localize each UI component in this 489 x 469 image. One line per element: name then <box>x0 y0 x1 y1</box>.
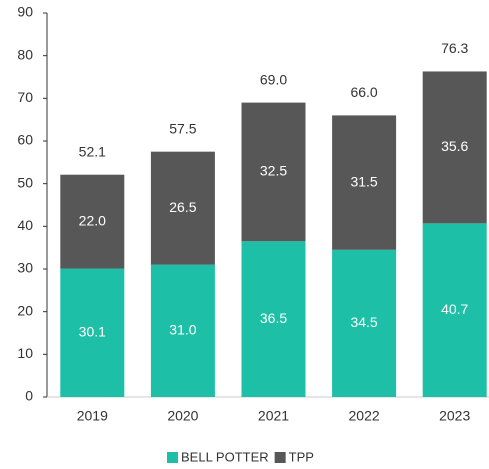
total-label: 66.0 <box>350 84 377 100</box>
y-tick-label: 20 <box>17 302 33 318</box>
legend-swatch <box>167 452 178 463</box>
bar-segment <box>150 151 215 265</box>
legend-label: TPP <box>289 449 314 464</box>
x-tick-label: 2020 <box>167 408 198 424</box>
total-label: 52.1 <box>79 143 106 159</box>
bar-segment <box>150 264 215 397</box>
bar-segment <box>332 115 397 250</box>
total-label: 76.3 <box>441 40 468 56</box>
bar-segment <box>241 241 306 397</box>
value-label: 22.0 <box>79 212 106 228</box>
y-tick-label: 90 <box>17 4 33 20</box>
bar-segment <box>241 102 306 242</box>
value-label: 30.1 <box>79 323 106 339</box>
legend-label: BELL POTTER <box>181 449 269 464</box>
total-label: 57.5 <box>169 120 196 136</box>
value-label: 34.5 <box>350 314 377 330</box>
value-label: 31.0 <box>169 322 196 338</box>
y-tick-label: 60 <box>17 132 33 148</box>
x-tick-label: 2021 <box>258 408 289 424</box>
bar-segment <box>422 223 487 397</box>
total-label: 69.0 <box>260 71 287 87</box>
value-label: 35.6 <box>441 138 468 154</box>
y-tick-label: 10 <box>17 345 33 361</box>
y-tick-label: 70 <box>17 89 33 105</box>
legend-swatch <box>274 452 286 463</box>
y-tick-label: 50 <box>17 174 33 190</box>
bar-segment <box>422 71 487 224</box>
y-tick-label: 30 <box>17 260 33 276</box>
value-label: 31.5 <box>350 173 377 189</box>
y-tick-label: 80 <box>17 46 33 62</box>
bar-segment <box>332 249 397 397</box>
bar-segment <box>60 174 125 269</box>
value-label: 32.5 <box>260 163 287 179</box>
y-tick-label: 40 <box>17 217 33 233</box>
x-tick-label: 2023 <box>439 408 470 424</box>
y-tick-label: 0 <box>25 388 33 404</box>
x-tick-label: 2019 <box>77 408 108 424</box>
value-label: 40.7 <box>441 301 468 317</box>
value-label: 36.5 <box>260 310 287 326</box>
bar-segment <box>60 268 125 397</box>
x-tick-label: 2022 <box>349 408 380 424</box>
value-label: 26.5 <box>169 199 196 215</box>
